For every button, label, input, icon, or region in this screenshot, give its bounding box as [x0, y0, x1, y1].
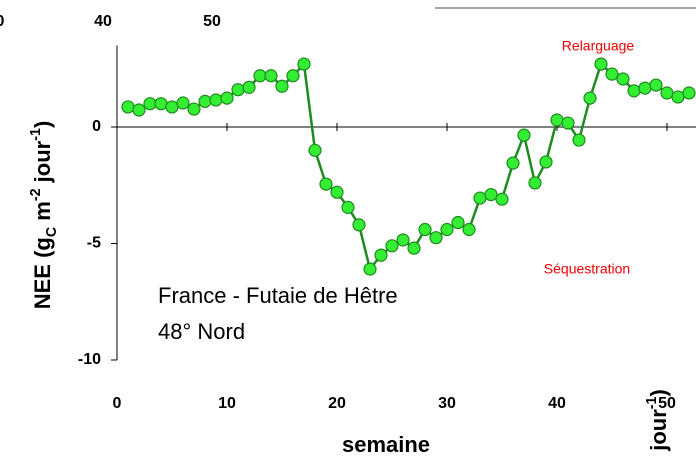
data-point	[572, 133, 586, 147]
data-point	[297, 57, 311, 71]
right-fragment-part: jour	[646, 409, 671, 452]
y-tick-label: -10	[78, 351, 101, 368]
data-point	[198, 94, 212, 108]
data-point	[308, 143, 322, 157]
top-fragment-label: 0	[0, 13, 5, 30]
right-fragment-part: )	[646, 389, 671, 396]
data-point	[506, 156, 520, 170]
y-tick-label: 0	[92, 118, 101, 135]
data-point	[209, 93, 223, 107]
data-point	[561, 116, 575, 130]
data-point	[242, 80, 256, 94]
data-point	[121, 100, 135, 114]
data-point	[341, 200, 355, 214]
data-point	[275, 79, 289, 93]
x-tick-label: 40	[548, 395, 566, 412]
y-axis-label-part: -1	[28, 128, 44, 141]
y-axis-label-part: -2	[28, 188, 44, 201]
data-point	[407, 241, 421, 255]
data-point	[528, 176, 542, 190]
top-fragment-label: 50	[203, 13, 221, 30]
data-point	[517, 128, 531, 142]
data-point	[594, 57, 608, 71]
data-point	[682, 86, 696, 100]
data-point	[462, 222, 476, 237]
y-axis-label-part: NEE (g	[30, 237, 55, 309]
data-point	[253, 69, 267, 83]
x-axis-label: semaine	[342, 432, 430, 457]
data-point	[539, 155, 553, 169]
data-point	[352, 218, 366, 232]
data-point	[143, 97, 157, 111]
data-point	[154, 97, 168, 111]
data-point	[165, 100, 179, 114]
data-point	[638, 81, 652, 95]
data-point	[484, 187, 498, 202]
data-point	[231, 83, 245, 97]
annotation: Séquestration	[544, 261, 630, 277]
data-point	[429, 231, 443, 245]
right-fragment-part: -1	[644, 396, 660, 409]
top-fragment-label: 40	[94, 13, 112, 30]
data-point	[550, 113, 564, 127]
data-point	[616, 72, 630, 86]
x-tick-label: 10	[218, 395, 236, 412]
data-point	[627, 84, 641, 98]
y-tick-label: -5	[87, 235, 101, 252]
data-point	[440, 222, 454, 237]
data-point	[220, 91, 234, 105]
annotation: Relarguage	[562, 38, 635, 54]
annotation: France - Futaie de Hêtre	[158, 283, 398, 308]
x-tick-label: 50	[658, 395, 676, 412]
data-point	[385, 239, 399, 253]
data-point	[363, 262, 377, 276]
data-point	[264, 69, 278, 83]
data-point	[396, 233, 410, 247]
y-axis-label-part: )	[30, 121, 55, 128]
data-point	[319, 177, 333, 191]
data-point	[583, 91, 597, 105]
data-point	[187, 102, 201, 116]
x-tick-label: 0	[113, 395, 122, 412]
data-point	[671, 90, 685, 104]
data-point	[374, 248, 388, 262]
data-point	[286, 69, 300, 83]
data-point	[176, 96, 190, 110]
y-axis-label-part: C	[44, 227, 60, 237]
y-axis-label: NEE (gC m-2 jour-1)	[28, 121, 60, 310]
data-point	[605, 67, 619, 81]
y-axis-label-part: jour	[30, 140, 55, 188]
data-point	[473, 191, 487, 205]
data-point	[451, 215, 465, 230]
data-point	[132, 103, 146, 117]
data-point	[660, 86, 674, 100]
data-point	[495, 192, 509, 206]
data-point	[330, 185, 344, 199]
x-tick-label: 20	[328, 395, 346, 412]
annotation: 48° Nord	[158, 319, 245, 344]
y-axis-label-part: m	[30, 201, 55, 227]
data-point	[418, 222, 432, 237]
x-tick-label: 30	[438, 395, 456, 412]
right-fragment: jour-1)	[644, 389, 671, 452]
data-point	[649, 78, 663, 92]
